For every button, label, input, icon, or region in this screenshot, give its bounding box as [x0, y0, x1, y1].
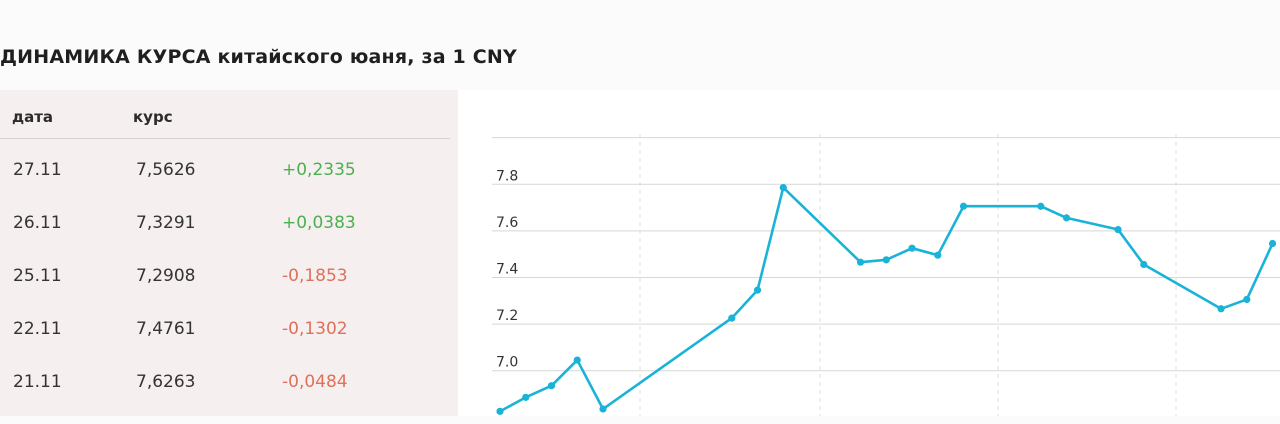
- column-header-rate: курс: [133, 108, 173, 126]
- y-tick-label: 7.8: [496, 168, 518, 184]
- row-date: 22.11: [13, 319, 62, 339]
- table-row: 22.11 7,4761 -0,1302: [0, 319, 450, 371]
- y-tick-label: 7.0: [496, 355, 518, 371]
- rates-table: дата курс 27.11 7,5626 +0,2335 26.11 7,3291 +…: [0, 90, 458, 416]
- data-point: [779, 183, 787, 192]
- row-rate: 7,4761: [136, 319, 196, 339]
- row-date: 21.11: [13, 372, 62, 392]
- row-date: 27.11: [13, 160, 62, 180]
- data-point: [959, 202, 968, 210]
- row-rate: 7,3291: [136, 213, 196, 233]
- rate-line-chart: 7.8 7.6 7.4 7.2 7.0: [492, 134, 1280, 416]
- y-tick-label: 7.2: [496, 308, 518, 324]
- row-rate: 7,2908: [136, 266, 196, 286]
- data-point: [882, 256, 890, 264]
- y-tick-label: 7.4: [496, 261, 518, 277]
- data-point: [1140, 260, 1148, 269]
- y-tick-label: 7.6: [496, 215, 518, 231]
- data-point: [573, 356, 581, 364]
- row-change: +0,0383: [282, 213, 356, 233]
- data-point: [1243, 295, 1251, 304]
- table-row: 21.11 7,6263 -0,0484: [0, 372, 450, 424]
- data-point: [1268, 239, 1277, 248]
- data-point: [753, 286, 762, 294]
- data-point: [1114, 225, 1122, 234]
- table-row: 27.11 7,5626 +0,2335: [0, 160, 450, 212]
- row-rate: 7,6263: [136, 372, 196, 392]
- row-date: 26.11: [13, 213, 62, 233]
- row-change: -0,1853: [282, 266, 348, 286]
- data-point: [856, 258, 865, 266]
- row-change: +0,2335: [282, 160, 356, 180]
- data-point: [1062, 214, 1071, 222]
- data-point: [522, 393, 530, 401]
- series-line: [499, 186, 1274, 413]
- row-change: -0,0484: [282, 372, 348, 392]
- data-point: [547, 382, 556, 390]
- row-rate: 7,5626: [136, 160, 196, 180]
- rate-chart: 7.8 7.6 7.4 7.2 7.0: [458, 90, 1280, 416]
- data-point: [934, 251, 942, 259]
- column-header-date: дата: [12, 108, 54, 126]
- data-point: [728, 314, 736, 322]
- data-point: [599, 405, 607, 413]
- table-row: 25.11 7,2908 -0,1853: [0, 266, 450, 318]
- page-title: ДИНАМИКА КУРСА китайского юаня, за 1 CNY: [0, 46, 517, 68]
- data-point: [1217, 305, 1225, 313]
- row-change: -0,1302: [282, 319, 348, 339]
- data-point: [908, 244, 916, 252]
- table-row: 26.11 7,3291 +0,0383: [0, 213, 450, 265]
- table-header: дата курс: [0, 90, 450, 139]
- row-date: 25.11: [13, 266, 62, 286]
- data-point: [1037, 202, 1045, 210]
- data-point: [496, 407, 504, 415]
